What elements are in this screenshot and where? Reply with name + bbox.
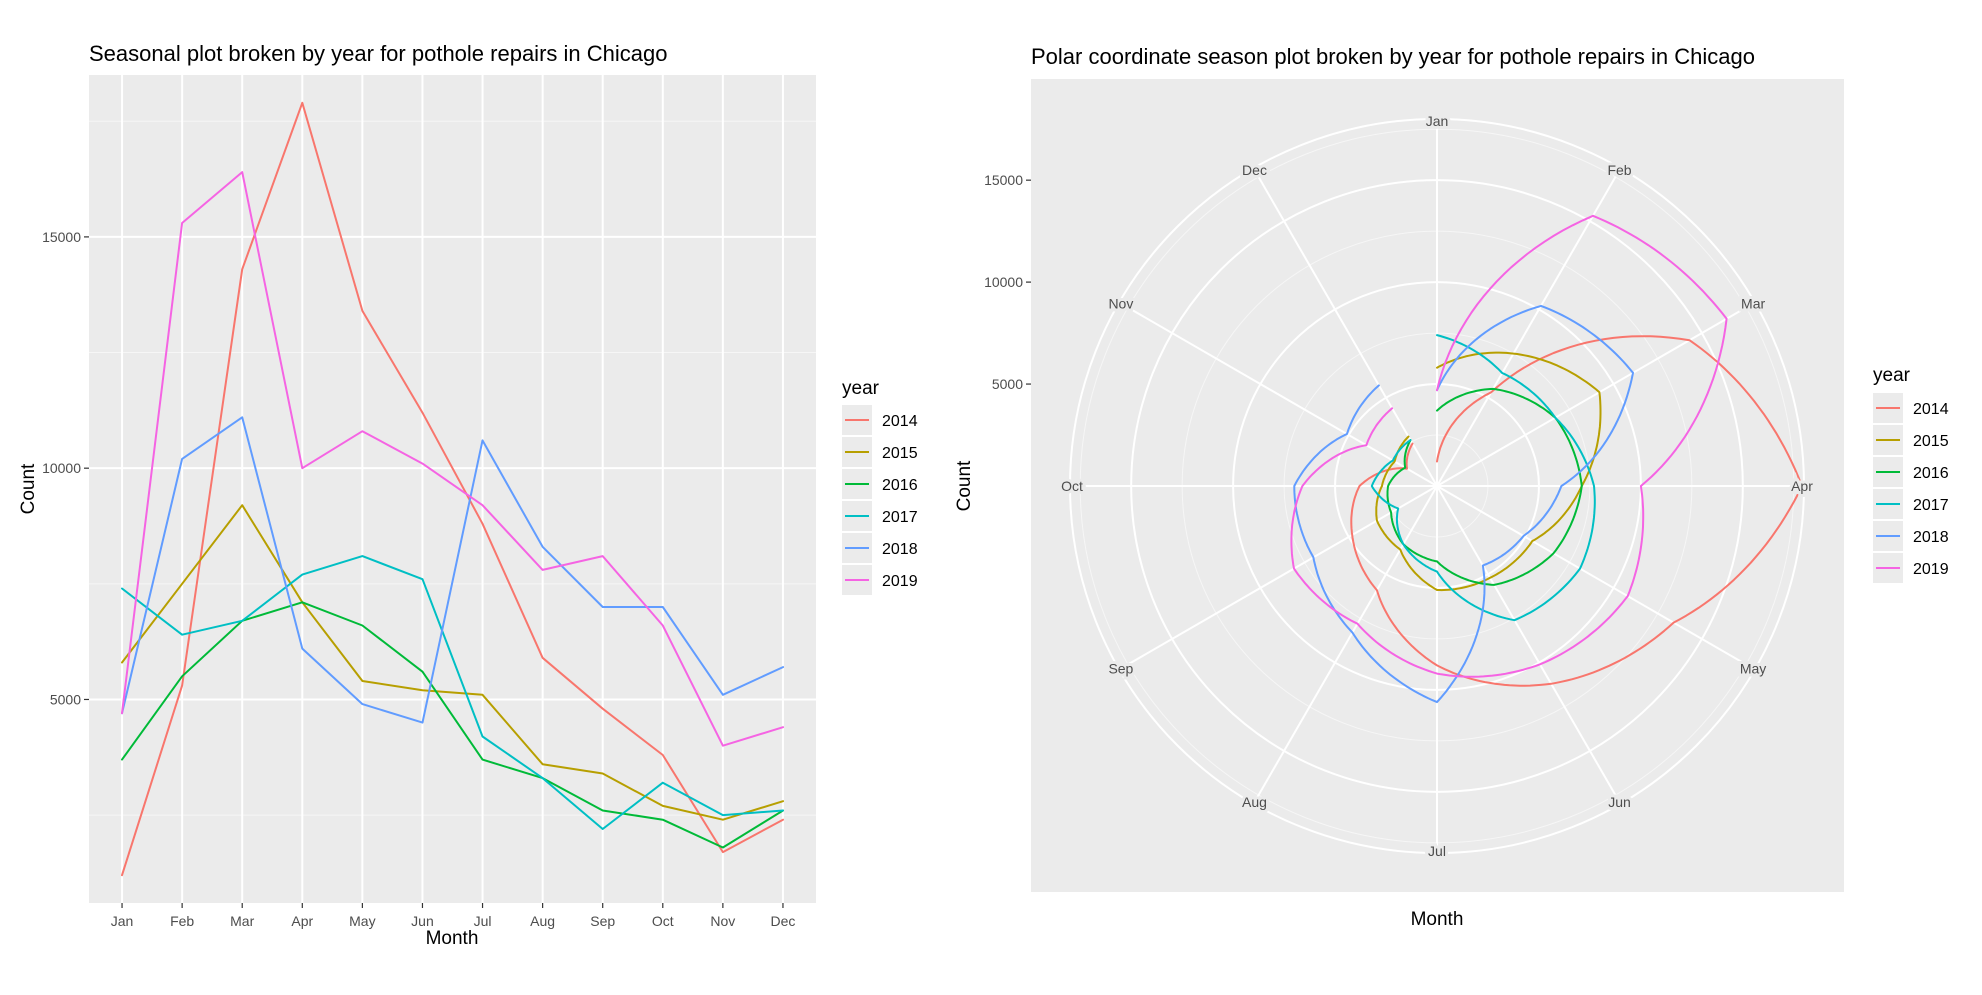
seasonal-legend-item: 2018 [842, 533, 918, 563]
polar-x-axis-title: Month [1411, 909, 1464, 930]
polar-season-chart: Polar coordinate season plot broken by y… [954, 44, 1949, 930]
seasonal-x-tick-label: Jan [111, 913, 134, 929]
seasonal-legend-item: 2015 [842, 437, 918, 467]
polar-grid-spoke [1118, 301, 1438, 487]
seasonal-x-axis-title: Month [426, 928, 479, 949]
seasonal-y-tick-label: 10000 [42, 460, 81, 476]
polar-legend-item: 2017 [1873, 489, 1949, 519]
polar-y-tick-label: 10000 [984, 274, 1023, 290]
seasonal-chart-title: Seasonal plot broken by year for pothole… [89, 41, 667, 66]
seasonal-legend-item: 2017 [842, 501, 918, 531]
polar-y-axis-title: Count [954, 460, 975, 511]
seasonal-x-tick-label: Jul [474, 913, 492, 929]
polar-month-label: Apr [1791, 478, 1813, 494]
polar-radial-ticks: 5000 10000 15000 [984, 172, 1031, 392]
seasonal-y-tick-label: 15000 [42, 229, 81, 245]
polar-grid-spoke [1252, 167, 1438, 487]
seasonal-y-axis-title: Count [18, 463, 39, 514]
polar-series-line-2017 [1370, 334, 1596, 622]
polar-y-tick-label: 15000 [984, 172, 1023, 188]
seasonal-x-tick-label: Jun [411, 913, 434, 929]
seasonal-y-tick-label: 5000 [50, 691, 81, 707]
series-line-2014 [121, 101, 784, 877]
polar-month-label: Sep [1108, 661, 1133, 677]
polar-chart-title: Polar coordinate season plot broken by y… [1031, 44, 1755, 69]
seasonal-legend-label: 2019 [882, 573, 918, 590]
seasonal-x-tick-label: Apr [291, 913, 313, 929]
seasonal-x-tick-label: Feb [170, 913, 194, 929]
polar-legend-item: 2018 [1873, 521, 1949, 551]
polar-month-label: Oct [1061, 478, 1083, 494]
series-line-2017 [121, 555, 784, 830]
polar-grid-spoke [1436, 485, 1756, 671]
seasonal-x-tick-label: Nov [710, 913, 735, 929]
polar-legend-item: 2019 [1873, 553, 1949, 583]
polar-month-label: Jan [1426, 113, 1449, 129]
polar-month-label: Nov [1108, 296, 1133, 312]
seasonal-legend-label: 2017 [882, 509, 918, 526]
series-line-2016 [121, 601, 784, 849]
seasonal-x-tick-label: Dec [771, 913, 796, 929]
seasonal-y-ticks: 5000 10000 15000 [42, 229, 89, 707]
polar-grid-spoke [1436, 167, 1622, 487]
seasonal-gridlines [89, 75, 816, 903]
seasonal-line-chart: Seasonal plot broken by year for pothole… [18, 41, 918, 949]
seasonal-legend-label: 2014 [882, 413, 918, 430]
seasonal-x-ticks: Jan Feb Mar Apr May Jun Jul Aug Sep Oct Nov Dec [111, 903, 796, 929]
polar-legend-title: year [1873, 365, 1911, 386]
polar-month-label: Mar [1741, 296, 1765, 312]
seasonal-x-tick-label: Aug [530, 913, 555, 929]
polar-legend-label: 2018 [1913, 529, 1949, 546]
polar-legend-label: 2016 [1913, 465, 1949, 482]
seasonal-x-tick-label: Mar [230, 913, 254, 929]
polar-y-tick-label: 5000 [992, 376, 1023, 392]
series-line-2019 [121, 171, 784, 747]
seasonal-x-tick-label: Oct [652, 913, 674, 929]
polar-legend-item: 2015 [1873, 425, 1949, 455]
polar-series-line-2019 [1290, 214, 1728, 678]
polar-month-label: Jun [1608, 794, 1631, 810]
seasonal-series-lines [121, 101, 784, 877]
seasonal-legend-label: 2018 [882, 541, 918, 558]
polar-grid-spoke [1436, 485, 1622, 805]
seasonal-legend-title: year [842, 378, 880, 399]
polar-legend-label: 2015 [1913, 433, 1949, 450]
polar-series-lines [1290, 214, 1803, 704]
polar-legend-label: 2017 [1913, 497, 1949, 514]
polar-series-line-2018 [1293, 304, 1634, 704]
seasonal-legend: year 2014 2015 2016 2017 2018 2019 [842, 378, 918, 595]
series-line-2018 [121, 416, 784, 724]
polar-month-label: Dec [1242, 162, 1267, 178]
polar-month-label: Aug [1242, 794, 1267, 810]
polar-month-label: Jul [1428, 843, 1446, 859]
polar-month-labels: Jan Feb Mar Apr May Jun Jul Aug Sep Oct Nov Dec [1058, 110, 1816, 862]
polar-legend-item: 2016 [1873, 457, 1949, 487]
seasonal-legend-item: 2019 [842, 565, 918, 595]
polar-legend-item: 2014 [1873, 393, 1949, 423]
seasonal-legend-item: 2016 [842, 469, 918, 499]
polar-legend: year 2014 2015 2016 2017 2018 2019 [1873, 365, 1949, 583]
polar-series-line-2016 [1386, 387, 1583, 586]
seasonal-legend-label: 2016 [882, 477, 918, 494]
polar-gridlines [1069, 118, 1805, 854]
series-line-2015 [121, 504, 784, 821]
seasonal-x-tick-label: May [349, 913, 375, 929]
seasonal-legend-label: 2015 [882, 445, 918, 462]
polar-grid-spoke [1436, 301, 1756, 487]
polar-series-line-2014 [1350, 335, 1803, 687]
polar-legend-label: 2014 [1913, 401, 1949, 418]
polar-series-line-2015 [1375, 351, 1602, 592]
polar-month-label: May [1740, 661, 1766, 677]
polar-month-label: Feb [1607, 162, 1631, 178]
polar-grid-spoke [1118, 485, 1438, 671]
seasonal-plot-panel [89, 75, 816, 903]
seasonal-legend-item: 2014 [842, 405, 918, 435]
seasonal-x-tick-label: Sep [590, 913, 615, 929]
polar-legend-label: 2019 [1913, 561, 1949, 578]
polar-grid-spoke [1252, 485, 1438, 805]
